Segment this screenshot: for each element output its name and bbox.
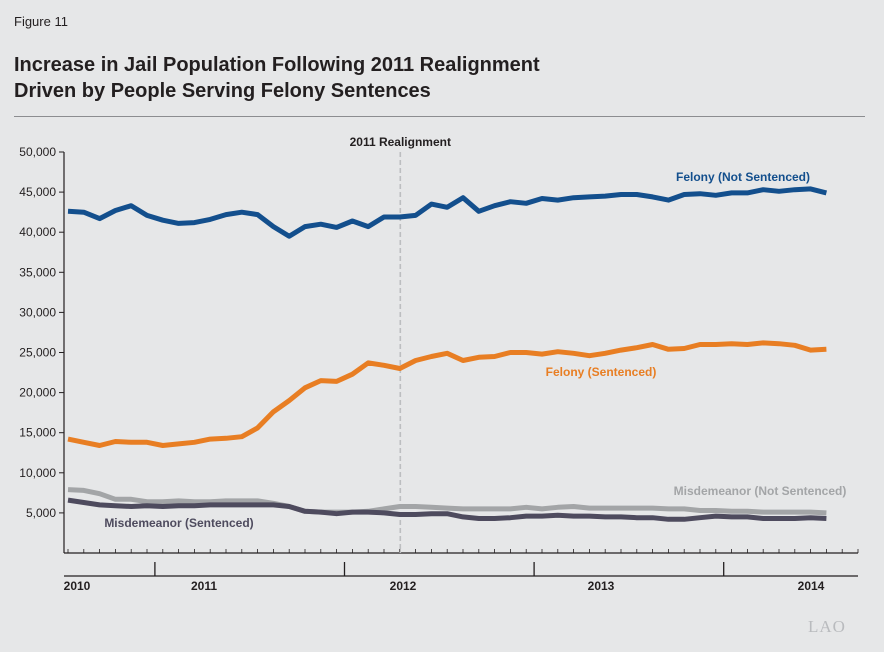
y-tick-label: 50,000 (19, 145, 56, 159)
series-label-misdemeanor-sentenced: Misdemeanor (Sentenced) (104, 516, 253, 530)
series-line-felony-not-sentenced (67, 186, 828, 239)
series-label-felony-not-sentenced: Felony (Not Sentenced) (676, 170, 810, 184)
axes (63, 152, 859, 577)
y-tick-label: 25,000 (19, 346, 56, 360)
year-label: 2013 (588, 579, 615, 593)
y-axis-ticks: 5,000 10,000 15,000 20,000 25,000 30,000 35,00… (19, 145, 64, 520)
year-label: 2011 (191, 579, 217, 593)
y-tick-label: 40,000 (19, 225, 56, 239)
year-label: 2014 (798, 579, 825, 593)
y-tick-label: 15,000 (19, 426, 56, 440)
series-line-misdemeanor-sentenced (67, 497, 827, 522)
y-tick-label: 45,000 (19, 185, 56, 199)
realignment-marker: 2011 Realignment (350, 135, 451, 553)
y-tick-label: 35,000 (19, 265, 56, 279)
y-tick-label: 5,000 (26, 506, 56, 520)
series-label-felony-sentenced: Felony (Sentenced) (546, 365, 657, 379)
year-label: 2010 (64, 579, 91, 593)
series-label-misdemeanor-not-sentenced: Misdemeanor (Not Sentenced) (674, 484, 847, 498)
figure-label: Figure 11 (14, 14, 68, 29)
x-axis-year-labels: 2010 2011 2012 2013 2014 (64, 579, 825, 593)
series-line-misdemeanor-not-sentenced (67, 487, 827, 516)
chart-title-line-1: Increase in Jail Population Following 20… (14, 54, 540, 76)
series-labels: Felony (Not Sentenced) Felony (Sentenced)… (104, 170, 846, 530)
y-tick-label: 20,000 (19, 386, 56, 400)
title-divider (14, 116, 865, 117)
lao-logo: LAO (808, 617, 846, 636)
realignment-label: 2011 Realignment (350, 135, 451, 149)
chart-title: Increase in Jail Population Following 20… (14, 52, 540, 104)
y-tick-label: 30,000 (19, 305, 56, 319)
series-line-felony-sentenced (67, 340, 827, 448)
series-lines (67, 186, 828, 522)
year-label: 2012 (390, 579, 417, 593)
y-tick-label: 10,000 (19, 466, 56, 480)
chart-title-line-2: Driven by People Serving Felony Sentence… (14, 80, 431, 102)
